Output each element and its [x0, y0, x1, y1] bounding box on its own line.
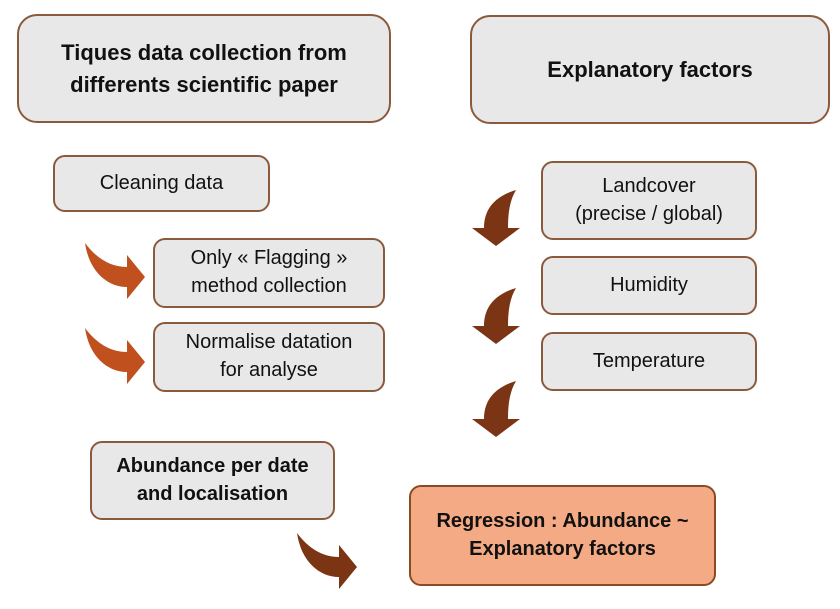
- title-line-2: differents scientific paper: [70, 71, 338, 97]
- curved-arrow-icon: [297, 533, 357, 589]
- curved-arrow-icon: [85, 328, 145, 384]
- explanatory-factors-title: Explanatory factors: [547, 56, 753, 82]
- landcover-line-2: (precise / global): [575, 202, 723, 225]
- curved-arrow-icon: [85, 243, 145, 299]
- regression-line-1: Regression : Abundance ~: [436, 509, 689, 532]
- title-line-1: Tiques data collection from: [61, 40, 347, 66]
- temperature-label: Temperature: [592, 349, 706, 372]
- regression-box: Regression : Abundance ~ Explanatory fac…: [409, 485, 716, 586]
- flagging-line-1: Only « Flagging »: [190, 247, 348, 270]
- abundance-line-1: Abundance per date: [116, 454, 309, 477]
- humidity-label: Humidity: [610, 273, 688, 296]
- normalise-datation-box: Normalise datation for analyse: [153, 322, 385, 392]
- temperature-box: Temperature: [541, 332, 757, 391]
- abundance-box: Abundance per date and localisation: [90, 441, 335, 520]
- curved-arrow-icon: [472, 288, 520, 344]
- data-collection-title-box: Tiques data collection from differents s…: [17, 14, 391, 123]
- abundance-line-2: and localisation: [136, 482, 289, 505]
- cleaning-data-label: Cleaning data: [99, 171, 224, 194]
- cleaning-data-box: Cleaning data: [53, 155, 270, 212]
- normalise-line-2: for analyse: [220, 359, 318, 381]
- curved-arrow-icon: [472, 381, 520, 437]
- landcover-line-1: Landcover: [602, 174, 696, 197]
- flagging-method-box: Only « Flagging » method collection: [153, 238, 385, 308]
- humidity-box: Humidity: [541, 256, 757, 315]
- flagging-line-2: method collection: [191, 275, 347, 297]
- explanatory-factors-title-box: Explanatory factors: [470, 15, 830, 124]
- landcover-box: Landcover (precise / global): [541, 161, 757, 240]
- curved-arrow-icon: [472, 190, 520, 246]
- regression-line-2: Explanatory factors: [469, 537, 656, 560]
- normalise-line-1: Normalise datation: [185, 331, 353, 354]
